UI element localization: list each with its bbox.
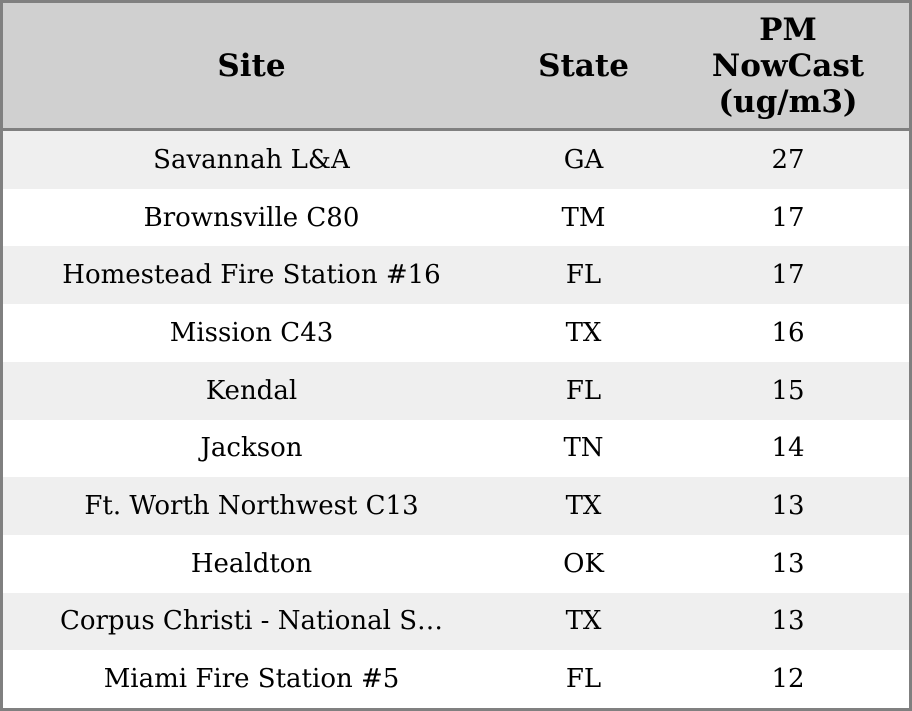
site-cell: Mission C43 [169,317,334,348]
table-row: Savannah L&A GA 27 [3,131,909,189]
header-cell-pm-nowcast: PM NowCast (ug/m3) [711,11,865,120]
pm-value-cell: 13 [771,548,805,579]
state-cell: GA [563,144,604,175]
state-cell: FL [565,375,602,406]
state-cell: TX [565,317,602,348]
state-cell: TM [561,202,606,233]
pm-value-cell: 12 [771,664,805,695]
pm-value-cell: 17 [771,202,805,233]
site-cell: Savannah L&A [153,144,350,175]
site-cell: Brownsville C80 [143,202,360,233]
header-cell-state: State [538,47,629,84]
table-row: Miami Fire Station #5 FL 12 [3,650,909,708]
site-cell: Kendal [205,375,298,406]
table-row: Ft. Worth Northwest C13 TX 13 [3,477,909,535]
state-cell: FL [565,664,602,695]
site-cell: Corpus Christi - National S… [59,606,444,637]
site-cell: Healdton [190,548,313,579]
site-cell: Homestead Fire Station #16 [62,260,441,291]
site-cell: Miami Fire Station #5 [103,664,400,695]
table-row: Brownsville C80 TM 17 [3,188,909,247]
pm-value-cell: 14 [771,433,805,464]
table-row: Corpus Christi - National S… TX 13 [3,592,909,651]
table-row: Kendal FL 15 [3,361,909,420]
table-body: Savannah L&A GA 27 Brownsville C80 TM 17… [3,131,909,708]
state-cell: FL [565,260,602,291]
pm-value-cell: 27 [771,144,805,175]
table-row: Jackson TN 14 [3,419,909,478]
site-cell: Jackson [200,433,303,464]
site-cell: Ft. Worth Northwest C13 [84,491,419,522]
pm-value-cell: 15 [771,375,805,406]
header-cell-site: Site [217,47,286,84]
state-cell: TX [565,491,602,522]
state-cell: TX [565,606,602,637]
pm-value-cell: 17 [771,260,805,291]
table-header-row: Site State PM NowCast (ug/m3) [3,3,909,131]
table-row: Mission C43 TX 16 [3,304,909,362]
table-row: Healdton OK 13 [3,534,909,593]
state-cell: OK [563,548,604,579]
state-cell: TN [563,433,604,464]
table-row: Homestead Fire Station #16 FL 17 [3,246,909,305]
pm-value-cell: 13 [771,606,805,637]
pm-value-cell: 13 [771,491,805,522]
pm-value-cell: 16 [771,317,805,348]
